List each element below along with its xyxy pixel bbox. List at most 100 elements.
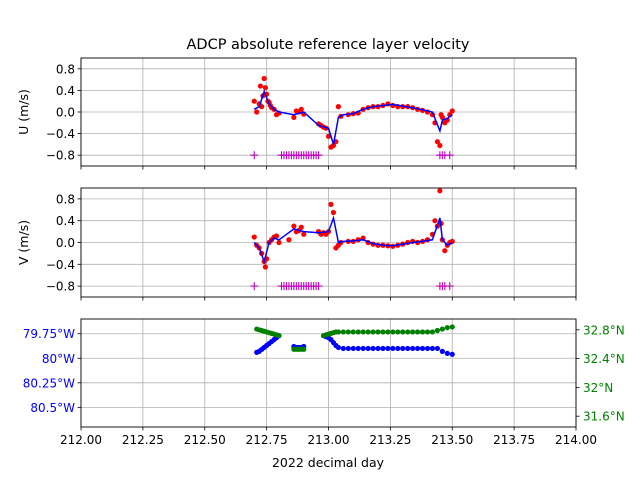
latitude-point (385, 329, 391, 335)
raw-point (254, 109, 260, 115)
longitude-point (335, 344, 341, 351)
y-tick-label: −0.8 (46, 149, 75, 163)
raw-point (437, 142, 443, 149)
y-axis-label: V (m/s) (16, 220, 31, 265)
raw-point (262, 85, 268, 91)
raw-point (276, 239, 282, 246)
axes-frame (80, 187, 577, 298)
latitude-point (355, 329, 361, 335)
flag-marker (314, 282, 323, 291)
latitude-point (449, 324, 455, 330)
y-tick-label: −0.4 (46, 258, 75, 272)
longitude-point (400, 345, 406, 352)
latitude-point (429, 329, 436, 335)
x-tick-label: 212.75 (246, 433, 288, 447)
longitude-point (340, 345, 346, 352)
latitude-point (415, 329, 421, 335)
latitude-point (419, 329, 426, 335)
latitude-point (345, 329, 351, 335)
latitude-point (276, 332, 282, 339)
raw-point (273, 233, 280, 239)
longitude-point (449, 351, 455, 357)
longitude-point (375, 345, 381, 352)
latitude-point (335, 329, 341, 335)
y-tick-label: 0.4 (56, 214, 75, 228)
position-panel: 212.00 212.25 212.50 212.75 213.00 213.25 213.… (23, 318, 625, 447)
raw-point (330, 142, 337, 149)
longitude-point (350, 345, 356, 352)
raw-point (449, 108, 455, 114)
longitude-point (419, 345, 426, 352)
raw-point (298, 224, 304, 230)
raw-point (257, 83, 264, 89)
longitude-point (429, 345, 436, 352)
latitude-tick-label: 31.6°N (583, 410, 625, 424)
raw-point (262, 264, 268, 270)
latitude-point (370, 329, 376, 335)
smoothed-line (253, 89, 453, 145)
x-tick-label: 214.00 (555, 433, 597, 447)
raw-point (330, 209, 337, 216)
raw-point (251, 234, 257, 240)
x-tick-label: 213.75 (493, 433, 535, 447)
raw-point (328, 201, 334, 207)
latitude-point (301, 346, 307, 352)
longitude-point (424, 345, 431, 352)
raw-point (325, 133, 332, 139)
x-axis-label: 2022 decimal day (272, 455, 385, 470)
latitude-point (424, 329, 431, 335)
y-tick-label: 0.0 (56, 106, 75, 120)
latitude-point (400, 329, 406, 335)
x-tick-label: 213.50 (431, 433, 473, 447)
latitude-point (340, 329, 346, 335)
latitude-tick-label: 32°N (583, 381, 613, 395)
flag-marker (445, 282, 454, 291)
axes-frame (80, 57, 577, 167)
raw-point (251, 98, 257, 104)
y-tick-label: −0.8 (46, 280, 75, 294)
longitude-point (444, 350, 450, 356)
latitude-point (444, 325, 450, 331)
raw-point (434, 139, 440, 145)
longitude-point (380, 345, 386, 352)
longitude-point (345, 345, 351, 352)
y-tick-label: 0.0 (56, 236, 75, 250)
u-velocity-panel: 0.8 0.4 0.0 −0.4 −0.8 U (m/s) (16, 57, 577, 170)
flag-marker (250, 151, 259, 160)
y-tick-label: 0.8 (56, 192, 75, 206)
latitude-tick-label: 32.4°N (583, 352, 625, 366)
latitude-point (439, 326, 445, 332)
y-tick-label: −0.4 (46, 127, 75, 141)
longitude-point (385, 345, 391, 352)
longitude-tick-label: 80°W (42, 352, 75, 366)
raw-point (291, 223, 297, 229)
longitude-point (395, 345, 401, 352)
raw-point (298, 106, 304, 112)
y-axis-label: U (m/s) (16, 89, 31, 135)
longitude-point (370, 345, 376, 352)
raw-point (442, 248, 448, 254)
longitude-point (365, 345, 371, 352)
latitude-point (395, 329, 401, 335)
raw-point (432, 218, 438, 224)
flag-marker (314, 151, 323, 160)
raw-point (437, 188, 443, 194)
raw-point (439, 114, 445, 120)
flag-marker (250, 282, 259, 291)
smoothed-line (253, 215, 453, 265)
x-tick-label: 213.25 (369, 433, 411, 447)
longitude-point (434, 345, 440, 352)
longitude-point (439, 348, 445, 354)
latitude-point (360, 329, 366, 335)
longitude-tick-label: 80.25°W (23, 376, 75, 390)
latitude-point (405, 329, 411, 335)
raw-point (261, 75, 267, 82)
y-tick-label: 0.4 (56, 84, 75, 98)
raw-point (286, 237, 292, 243)
longitude-point (390, 345, 396, 352)
longitude-point (410, 345, 416, 352)
latitude-point (410, 329, 416, 335)
longitude-point (405, 345, 411, 352)
raw-point (291, 114, 297, 120)
